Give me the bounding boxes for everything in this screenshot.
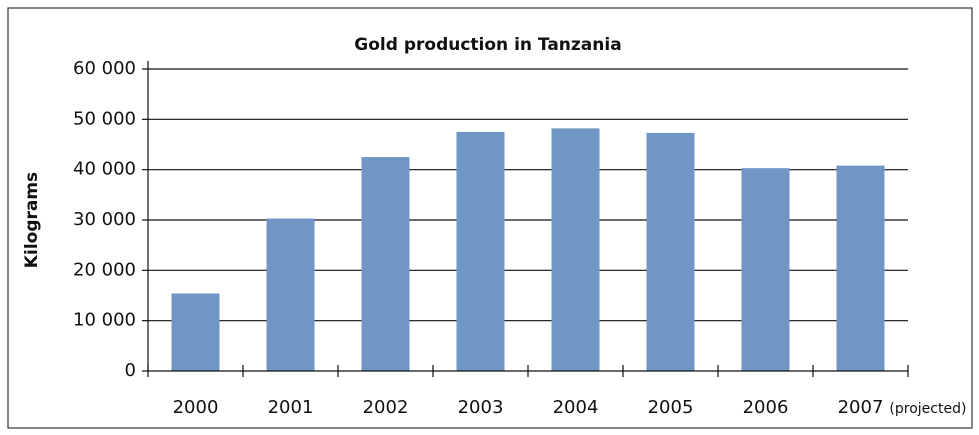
y-tick-label: 60 000 xyxy=(73,58,136,79)
chart-title: Gold production in Tanzania xyxy=(354,35,621,55)
x-tick-label: 2006 xyxy=(743,397,789,418)
bar xyxy=(551,128,600,371)
annotation: (projected) xyxy=(889,401,966,417)
x-tick-label: 2000 xyxy=(173,397,219,418)
y-tick-label: 30 000 xyxy=(73,209,136,230)
bar xyxy=(741,168,790,371)
bar xyxy=(836,165,885,371)
y-tick-label: 10 000 xyxy=(73,310,136,331)
x-tick-label: 2004 xyxy=(553,397,599,418)
bar xyxy=(456,131,505,371)
bar xyxy=(266,218,315,371)
bar xyxy=(646,132,695,371)
y-tick-label: 40 000 xyxy=(73,159,136,180)
x-tick-label: 2002 xyxy=(363,397,409,418)
bar xyxy=(171,293,220,371)
x-tick-label: 2005 xyxy=(648,397,694,418)
y-tick-label: 20 000 xyxy=(73,259,136,280)
y-axis-label: Kilograms xyxy=(22,172,42,268)
x-tick-label: 2001 xyxy=(268,397,314,418)
x-tick-label: 2003 xyxy=(458,397,504,418)
y-tick-label: 0 xyxy=(125,360,136,381)
x-tick-label: 2007 xyxy=(838,397,884,418)
bar xyxy=(361,157,410,371)
y-tick-label: 50 000 xyxy=(73,108,136,129)
